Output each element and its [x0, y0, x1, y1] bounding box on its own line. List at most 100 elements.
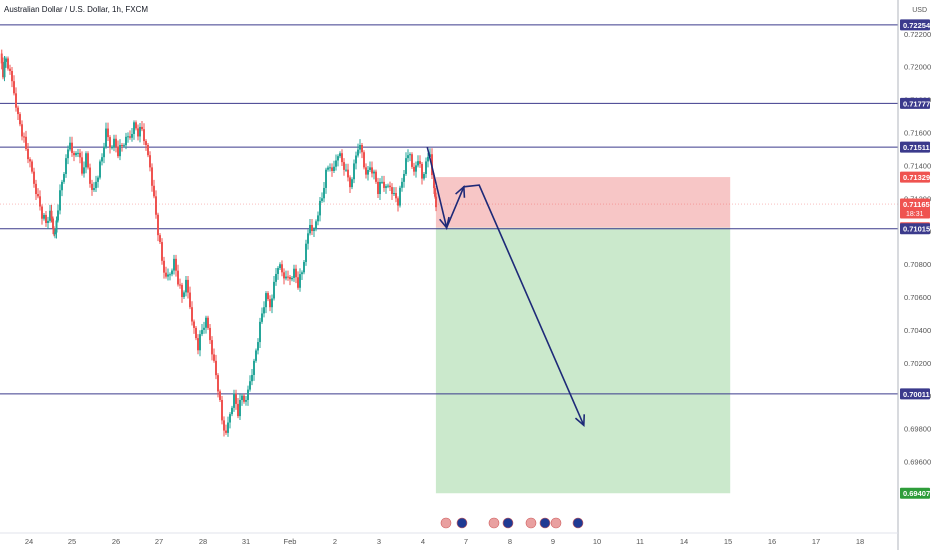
take-profit-zone — [435, 227, 731, 494]
candles — [0, 49, 437, 437]
candle-body — [249, 381, 251, 390]
candle-body — [393, 193, 395, 195]
candle-body — [79, 152, 81, 158]
candle-body — [155, 196, 157, 215]
candle-body — [321, 198, 323, 201]
price-label-box — [900, 223, 930, 235]
price-label: 0.69407 — [903, 489, 930, 498]
y-tick-label: 0.69800 — [904, 425, 931, 434]
candle-body — [361, 145, 363, 153]
x-tick-label: 9 — [551, 537, 555, 546]
x-tick-label: 2 — [333, 537, 337, 546]
candle-body — [83, 167, 85, 174]
candle-body — [263, 307, 265, 314]
candle-body — [377, 181, 379, 195]
candle-body — [13, 81, 15, 94]
candle-body — [203, 327, 205, 330]
candle-body — [221, 399, 223, 421]
candle-body — [434, 188, 436, 197]
candle-body — [61, 181, 63, 191]
candle-body — [91, 183, 93, 190]
candle-body — [311, 224, 313, 232]
candle-body — [81, 157, 83, 174]
price-label-box — [900, 198, 930, 219]
candle-body — [355, 155, 357, 164]
price-label: 0.71329 — [903, 173, 930, 182]
candle-body — [0, 53, 3, 64]
candle-body — [403, 173, 405, 182]
candle-body — [135, 122, 137, 129]
candle-body — [185, 279, 187, 293]
candle-body — [95, 181, 97, 189]
candle-body — [93, 188, 95, 190]
candle-body — [43, 214, 45, 219]
candle-body — [47, 220, 49, 223]
candle-body — [289, 276, 291, 280]
candle-body — [73, 152, 75, 156]
candle-body — [267, 293, 269, 300]
candle-body — [253, 360, 255, 375]
candle-body — [59, 190, 61, 211]
y-tick-label: 0.70600 — [904, 293, 931, 302]
x-tick-label: 25 — [68, 537, 76, 546]
candle-body — [245, 399, 247, 402]
candle-body — [21, 124, 23, 137]
candle-body — [17, 107, 19, 115]
price-label-box — [900, 487, 930, 499]
candle-body — [181, 284, 183, 297]
candle-body — [163, 260, 165, 273]
candle-body — [2, 63, 4, 78]
candle-body — [53, 228, 55, 235]
candle-body — [259, 321, 261, 343]
x-tick-label: 7 — [464, 537, 468, 546]
candle-body — [265, 293, 267, 308]
candle-body — [52, 218, 54, 229]
candle-body — [75, 153, 77, 156]
arrowhead-up — [455, 185, 466, 198]
candle-body — [313, 229, 315, 232]
candle-body — [157, 214, 159, 236]
chart-title: Australian Dollar / U.S. Dollar, 1h, FXC… — [4, 5, 149, 14]
candle-body — [225, 430, 227, 433]
candle-body — [315, 221, 317, 230]
stop-loss-zone — [435, 177, 731, 228]
candle-body — [399, 187, 401, 206]
candle-body — [243, 395, 245, 402]
candle-body — [419, 161, 421, 164]
candle-body — [327, 167, 329, 170]
price-label: 0.70011 — [903, 390, 930, 399]
candle-body — [115, 138, 117, 147]
candle-body — [133, 122, 135, 134]
candle-body — [69, 142, 71, 150]
candle-body — [193, 321, 195, 328]
candle-body — [387, 185, 389, 187]
candle-body — [15, 93, 17, 108]
candle-body — [25, 136, 27, 149]
candle-body — [297, 277, 299, 288]
candle-body — [307, 233, 309, 244]
candle-body — [107, 128, 109, 138]
candle-body — [233, 393, 235, 408]
arrowhead-target — [574, 414, 586, 427]
candle-body — [211, 340, 213, 355]
candle-body — [285, 276, 287, 279]
price-label-box — [900, 171, 930, 183]
candle-body — [49, 210, 51, 221]
candle-body — [219, 391, 221, 400]
candle-body — [149, 155, 151, 168]
candle-body — [7, 58, 9, 69]
candle-body — [257, 342, 259, 351]
arrowhead-down — [439, 216, 450, 230]
y-tick-label: 0.71400 — [904, 161, 931, 170]
candle-body — [35, 183, 37, 195]
candle-body — [273, 281, 275, 299]
candle-body — [353, 163, 355, 180]
candle-body — [417, 161, 419, 166]
candle-body — [171, 270, 173, 275]
candle-body — [383, 181, 385, 188]
candle-body — [413, 166, 415, 172]
candle-body — [335, 160, 337, 167]
economic-event-icon — [572, 517, 584, 529]
candle-body — [319, 200, 321, 216]
